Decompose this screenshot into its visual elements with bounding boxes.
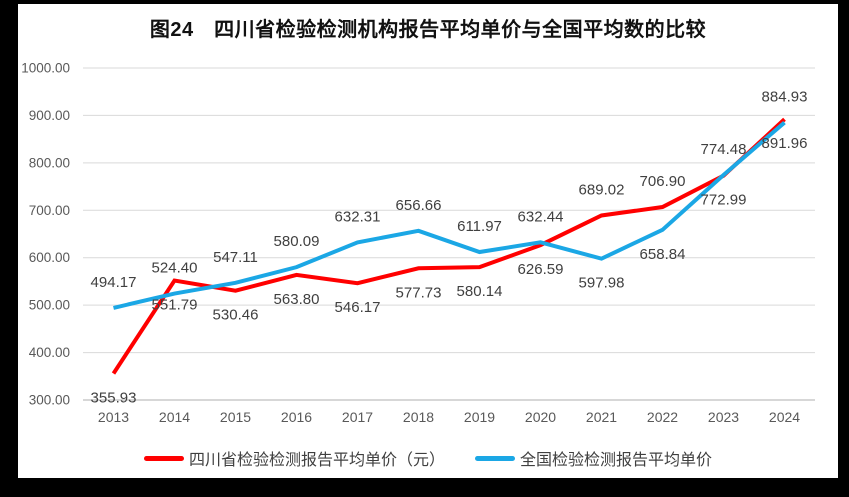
data-label-national-2020: 632.44 [518,208,564,225]
data-label-sichuan-2022: 706.90 [640,173,686,190]
y-tick-label: 800.00 [29,155,70,170]
data-label-sichuan-2015: 530.46 [213,307,259,324]
x-tick-label: 2018 [403,409,434,425]
data-label-sichuan-2021: 689.02 [579,181,625,198]
data-label-national-2017: 632.31 [335,208,381,225]
data-label-national-2023: 774.48 [701,141,747,158]
y-tick-label: 1000.00 [21,61,70,76]
data-label-national-2015: 547.11 [213,249,258,266]
chart-title: 图24 四川省检验检测机构报告平均单价与全国平均数的比较 [149,19,707,41]
y-tick-label: 600.00 [29,250,70,265]
legend-item-national: 全国检验检测报告平均单价 [475,446,712,470]
x-tick-label: 2013 [98,409,129,425]
y-tick-label: 900.00 [29,108,70,123]
series-line-national [113,121,786,310]
data-label-sichuan-2020: 626.59 [518,261,564,278]
data-label-national-2016: 580.09 [274,233,320,250]
data-label-national-2014: 524.40 [152,260,198,277]
x-tick-label: 2014 [159,409,190,425]
x-tick-label: 2024 [769,409,800,425]
legend-label: 四川省检验检测报告平均单价（元） [188,452,445,469]
x-tick-label: 2016 [281,409,312,425]
data-label-sichuan-2016: 563.80 [274,291,320,308]
data-label-sichuan-2017: 546.17 [335,299,381,316]
data-label-national-2013: 494.17 [91,274,137,291]
data-label-national-2021: 597.98 [579,275,625,292]
chart-legend: 四川省检验检测报告平均单价（元） 全国检验检测报告平均单价 [18,446,838,470]
x-tick-label: 2015 [220,409,251,425]
data-label-national-2022: 658.84 [640,246,686,263]
series-line-sichuan [111,117,786,375]
data-label-sichuan-2018: 577.73 [396,284,442,301]
x-tick-label: 2021 [586,409,617,425]
data-label-sichuan-2024: 891.96 [762,135,808,152]
x-tick-label: 2020 [525,409,556,425]
x-tick-label: 2023 [708,409,739,425]
data-label-national-2018: 656.66 [396,197,442,214]
legend-line-swatch [143,455,184,461]
data-label-sichuan-2023: 772.99 [701,192,747,209]
data-label-sichuan-2014: 551.79 [152,297,198,314]
x-tick-label: 2022 [647,409,678,425]
x-tick-label: 2017 [342,409,373,425]
legend-item-sichuan: 四川省检验检测报告平均单价（元） [143,446,445,470]
data-label-sichuan-2019: 580.14 [457,283,503,300]
data-label-national-2024: 884.93 [762,89,808,106]
y-tick-label: 700.00 [29,203,70,218]
legend-label: 全国检验检测报告平均单价 [520,452,713,469]
y-tick-label: 500.00 [29,298,70,313]
data-label-sichuan-2013: 355.93 [91,389,137,406]
y-tick-label: 400.00 [29,345,70,360]
data-label-national-2019: 611.97 [457,218,502,235]
line-chart-plot-area: 300.00 400.00 500.00 600.00 700.00 800.00 900.… [21,61,815,425]
x-tick-label: 2019 [464,409,495,425]
chart-figure: 图24 四川省检验检测机构报告平均单价与全国平均数的比较 300.00 400.0… [18,4,838,478]
y-tick-label: 300.00 [29,393,70,408]
legend-line-swatch [475,455,515,461]
